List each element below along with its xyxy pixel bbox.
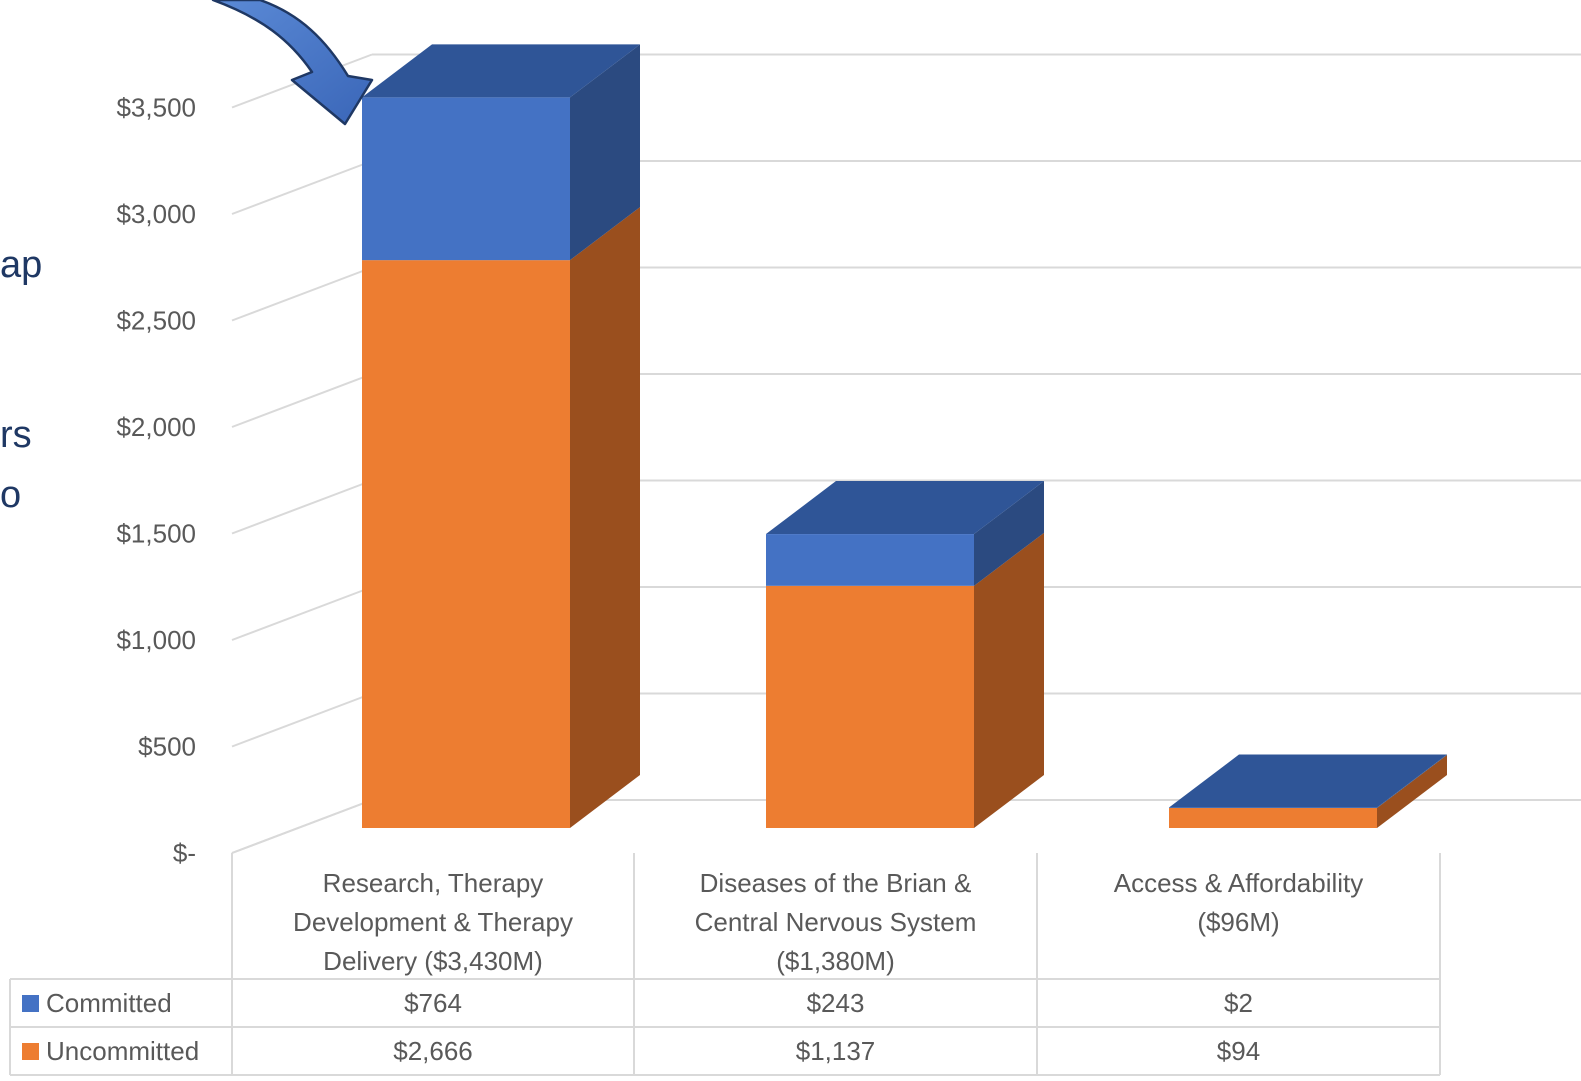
y-axis: $- $500 $1,000 $1,500 $2,000 $2,500 $3,000 $3,5… — [116, 93, 196, 869]
gridline-diagonal — [231, 586, 373, 641]
side-text-fragment-1: ap — [0, 244, 42, 286]
data-value-label: $243 — [807, 988, 865, 1018]
bar-committed-2-top — [1169, 754, 1447, 808]
data-value-label: $2,666 — [393, 1036, 473, 1066]
side-text-fragment-2: rs — [0, 414, 32, 456]
bar-committed-0-front — [362, 97, 570, 261]
bar-committed-2-side — [1377, 754, 1447, 808]
bar-committed-0 — [362, 44, 640, 261]
category-label: Development & Therapy — [293, 907, 573, 937]
side-text-fragment-3: o — [0, 474, 21, 516]
legend-label: Committed — [46, 988, 172, 1018]
bar-committed-0-side — [570, 44, 640, 261]
y-tick-label: $- — [173, 838, 196, 868]
gridline-diagonal — [231, 160, 373, 215]
y-tick-label: $1,000 — [116, 625, 196, 655]
y-tick-label: $1,500 — [116, 519, 196, 549]
bar-uncommitted-0 — [362, 207, 640, 829]
y-tick-label: $3,000 — [116, 199, 196, 229]
bar-uncommitted-2-side — [1377, 754, 1447, 828]
bar-committed-1-side — [974, 481, 1044, 586]
category-label: Research, Therapy — [323, 868, 544, 898]
data-table: Research, Therapy Development & Therapy De… — [9, 853, 1441, 1076]
bar-uncommitted-0-front — [362, 260, 570, 829]
bars — [362, 44, 1447, 829]
y-tick-label: $3,500 — [116, 93, 196, 123]
bar-uncommitted-2-front — [1169, 807, 1377, 828]
y-tick-label: $500 — [138, 732, 196, 762]
category-label: Access & Affordability — [1114, 868, 1364, 898]
gridline-diagonal — [231, 479, 373, 535]
category-label: Central Nervous System — [695, 907, 977, 937]
data-value-label: $2 — [1224, 988, 1253, 1018]
legend-swatch — [22, 1043, 39, 1060]
category-label: Delivery ($3,430M) — [323, 946, 543, 976]
bar-committed-0-top — [362, 44, 640, 98]
gridline-diagonal — [231, 692, 373, 748]
bar-committed-1 — [766, 481, 1044, 586]
bar-uncommitted-0-side — [570, 207, 640, 829]
legend-label: Uncommitted — [46, 1036, 199, 1066]
bar-committed-1-top — [766, 481, 1044, 535]
category-label: ($96M) — [1197, 907, 1279, 937]
data-value-label: $764 — [404, 988, 462, 1018]
y-tick-label: $2,500 — [116, 306, 196, 336]
category-label: Diseases of the Brian & — [700, 868, 972, 898]
bar-uncommitted-2 — [1169, 754, 1447, 828]
bar-uncommitted-1-side — [974, 532, 1044, 828]
floor-edge — [231, 799, 373, 854]
bar-committed-2 — [1169, 754, 1447, 808]
annotation-arrow — [211, 0, 374, 126]
data-value-label: $94 — [1217, 1036, 1260, 1066]
y-tick-label: $2,000 — [116, 412, 196, 442]
category-label: ($1,380M) — [776, 946, 895, 976]
bar-uncommitted-1 — [766, 532, 1044, 828]
bar-committed-1-front — [766, 534, 974, 586]
gridline-diagonal — [231, 266, 373, 322]
data-value-label: $1,137 — [796, 1036, 876, 1066]
bar-uncommitted-1-front — [766, 585, 974, 828]
gridline-diagonal — [231, 373, 373, 428]
legend-swatch — [22, 995, 39, 1012]
